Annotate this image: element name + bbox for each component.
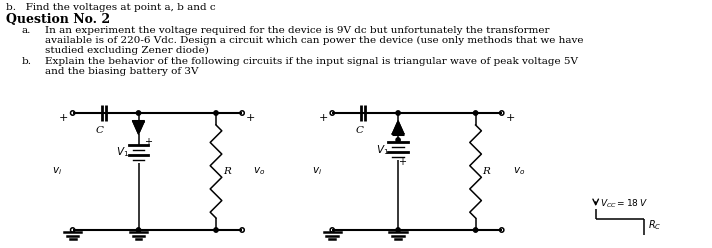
- Polygon shape: [132, 121, 145, 134]
- Text: +: +: [506, 113, 515, 123]
- Text: R: R: [482, 166, 490, 176]
- Circle shape: [137, 111, 141, 115]
- Circle shape: [137, 228, 141, 232]
- Circle shape: [396, 228, 400, 232]
- Circle shape: [214, 111, 218, 115]
- Text: Explain the behavior of the following circuits if the input signal is triangular: Explain the behavior of the following ci…: [45, 57, 577, 66]
- Text: $v_o$: $v_o$: [253, 165, 266, 177]
- Circle shape: [473, 111, 478, 115]
- Text: $v_i$: $v_i$: [52, 165, 62, 177]
- Text: $V_1$: $V_1$: [117, 145, 130, 159]
- Text: $V_1$: $V_1$: [376, 143, 389, 157]
- Text: C: C: [96, 126, 104, 135]
- Circle shape: [473, 228, 478, 232]
- Circle shape: [396, 138, 400, 142]
- Text: +: +: [319, 113, 328, 123]
- Circle shape: [396, 111, 400, 115]
- Text: b.: b.: [21, 57, 31, 66]
- Text: b.   Find the voltages at point a, b and c: b. Find the voltages at point a, b and c: [6, 3, 216, 12]
- Polygon shape: [392, 121, 404, 134]
- Text: available is of 220-6 Vdc. Design a circuit which can power the device (use only: available is of 220-6 Vdc. Design a circ…: [45, 36, 583, 45]
- Text: and the biasing battery of 3V: and the biasing battery of 3V: [45, 67, 198, 76]
- Text: $v_i$: $v_i$: [312, 165, 322, 177]
- Text: R: R: [223, 166, 231, 176]
- Text: $V_{CC} = 18\,V$: $V_{CC} = 18\,V$: [600, 197, 647, 210]
- Text: $v_o$: $v_o$: [513, 165, 525, 177]
- Text: Question No. 2: Question No. 2: [6, 13, 110, 26]
- Text: studied excluding Zener diode): studied excluding Zener diode): [45, 46, 209, 55]
- Circle shape: [214, 228, 218, 232]
- Text: +: +: [398, 157, 406, 167]
- Text: C: C: [355, 126, 363, 135]
- Text: $R_C$: $R_C$: [648, 218, 661, 232]
- Text: +: +: [59, 113, 68, 123]
- Text: +: +: [145, 137, 152, 147]
- Text: a.: a.: [21, 26, 31, 35]
- Text: In an experiment the voltage required for the device is 9V dc but unfortunately : In an experiment the voltage required fo…: [45, 26, 549, 35]
- Text: +: +: [246, 113, 256, 123]
